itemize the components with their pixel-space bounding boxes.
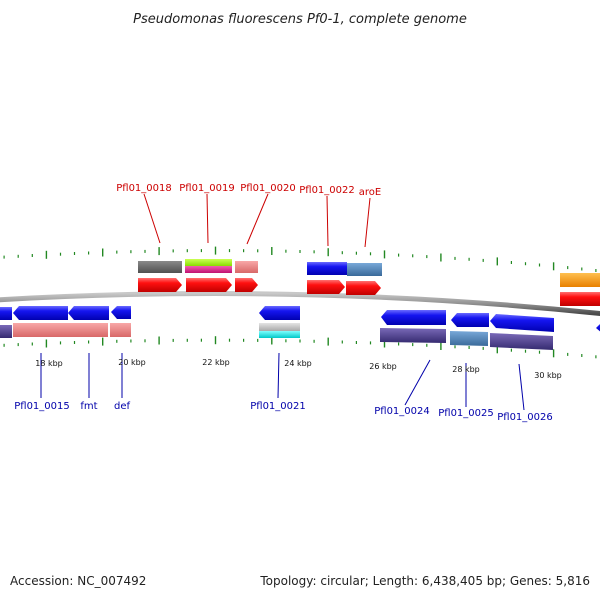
gene-label-Pfl01-0018[interactable]: Pfl01_0018 (116, 183, 172, 194)
cds-arrow-left-edge (0, 307, 12, 320)
gene-label-Pfl01-0020[interactable]: Pfl01_0020 (240, 183, 296, 194)
tick-label-26kbp: 26 kbp (369, 362, 397, 371)
category-box-pink-def (110, 323, 131, 337)
category-box-slate-left (0, 325, 12, 338)
category-box-slate-0026 (490, 333, 553, 350)
cds-arrow-Pfl01-0020 (235, 278, 258, 292)
gene-label-aroE[interactable]: aroE (359, 187, 381, 198)
gene-label-Pfl01-0025[interactable]: Pfl01_0025 (438, 408, 494, 419)
category-box-magenta (185, 266, 232, 273)
cds-arrow-Pfl01-0026 (490, 314, 554, 332)
category-box-gray (138, 261, 182, 273)
cds-arrow-Pfl01-0015 (13, 306, 68, 320)
cds-arrow-Pfl01-0021 (259, 306, 300, 320)
category-box-silver (259, 323, 300, 331)
gene-label-Pfl01-0022[interactable]: Pfl01_0022 (299, 185, 355, 196)
category-box-steelblue-0025 (450, 331, 488, 346)
map-title: Pseudomonas fluorescens Pf0-1, complete … (133, 12, 467, 27)
category-box-pink (235, 261, 258, 273)
cds-arrow-right-edge (560, 292, 600, 306)
category-box-cyan (259, 331, 300, 338)
gene-label-Pfl01-0015[interactable]: Pfl01_0015 (14, 401, 70, 412)
gene-label-fmt[interactable]: fmt (80, 401, 97, 412)
outer-tick-ring (3, 246, 597, 272)
cds-arrow-Pfl01-0024 (381, 310, 446, 325)
gene-label-Pfl01-0026[interactable]: Pfl01_0026 (497, 412, 553, 423)
cds-arrow-Pfl01-0019 (186, 278, 232, 292)
genome-backbone (0, 291, 600, 317)
cds-arrow-aroE (346, 281, 381, 295)
category-box-pink-0015 (13, 323, 108, 337)
category-box-steelblue (347, 263, 382, 276)
leader-lines-bottom (40, 352, 525, 411)
tick-label-28kbp: 28 kbp (452, 365, 480, 374)
category-box-blue (307, 262, 347, 275)
gene-label-Pfl01-0021[interactable]: Pfl01_0021 (250, 401, 306, 412)
tick-label-30kbp: 30 kbp (534, 371, 562, 380)
gene-label-Pfl01-0019[interactable]: Pfl01_0019 (179, 183, 235, 194)
cds-arrow-right-edge-bottom (596, 324, 600, 332)
tick-label-22kbp: 22 kbp (202, 358, 230, 367)
category-box-orange (560, 273, 600, 287)
footer-accession: Accession: NC_007492 (10, 574, 147, 588)
tick-label-20kbp: 20 kbp (118, 358, 146, 367)
category-box-slate-0024 (380, 328, 446, 343)
cds-arrow-Pfl01-0018 (138, 278, 182, 292)
cds-arrow-Pfl01-0022 (307, 280, 345, 294)
cds-arrow-fmt (68, 306, 109, 320)
cds-arrow-Pfl01-0025 (451, 313, 489, 327)
cds-arrow-def (111, 306, 131, 319)
gene-label-Pfl01-0024[interactable]: Pfl01_0024 (374, 406, 430, 417)
footer-stats: Topology: circular; Length: 6,438,405 bp… (260, 574, 590, 588)
tick-label-18kbp: 18 kbp (35, 359, 63, 368)
leader-lines-top (143, 193, 371, 248)
gene-label-def[interactable]: def (114, 401, 131, 412)
tick-label-24kbp: 24 kbp (284, 359, 312, 368)
category-box-lime (185, 259, 232, 266)
